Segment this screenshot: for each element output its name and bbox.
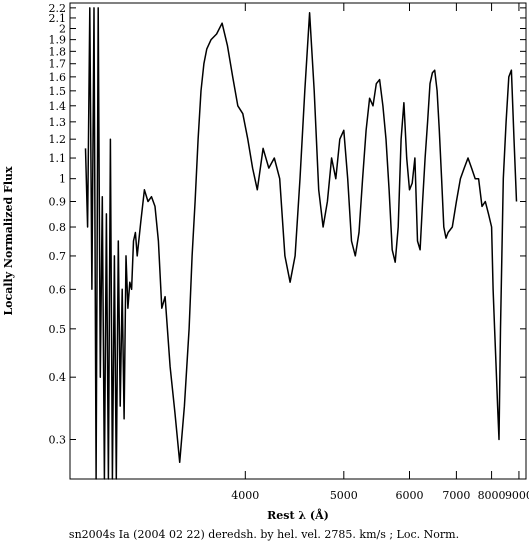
x-tick-label: 5000: [330, 489, 358, 502]
series-line: [84, 7, 518, 480]
x-tick-label: 8000: [478, 489, 506, 502]
x-tick-label: 6000: [395, 489, 423, 502]
y-tick-label: 0.3: [49, 434, 67, 447]
plot-frame: [69, 2, 527, 480]
y-tick-label: 0.6: [49, 283, 67, 296]
y-tick-label: 1.7: [49, 58, 67, 71]
y-axis-ticks: 0.3 0.4 0.5 0.6 0.7 0.8 0.9 1 1.1 1.2 1.3 1.4 1.51.6…: [49, 2, 526, 447]
y-tick-label: 0.7: [49, 250, 67, 263]
y-tick-label: 1.6: [49, 71, 67, 84]
y-tick-label: 0.9: [49, 196, 67, 209]
x-tick-label: 7000: [442, 489, 470, 502]
y-tick-label: 0.8: [49, 221, 67, 234]
y-tick-label: 1.1: [49, 152, 67, 165]
y-tick-label: 0.5: [49, 323, 67, 336]
y-tick-label: 1.4: [49, 100, 67, 113]
chart-caption: sn2004s Ia (2004 02 22) deredsh. by hel.…: [69, 528, 459, 541]
y-tick-label: 2.2: [49, 2, 67, 15]
y-axis-title: Locally Normalized Flux: [2, 166, 15, 316]
y-tick-label: 1.2: [49, 133, 67, 146]
y-tick-label: 0.4: [49, 371, 67, 384]
y-tick-label: 1.8: [49, 45, 67, 58]
y-tick-label: 1.5: [49, 85, 67, 98]
y-tick-label: 1.9: [49, 34, 67, 47]
y-tick-label: 2: [59, 23, 66, 36]
y-tick-label: 1.3: [49, 116, 67, 129]
y-tick-label: 2.1: [49, 12, 67, 25]
x-axis-title: Rest λ (Å): [267, 508, 329, 522]
y-tick-label: 1: [59, 173, 66, 186]
x-tick-label: 4000: [231, 489, 259, 502]
